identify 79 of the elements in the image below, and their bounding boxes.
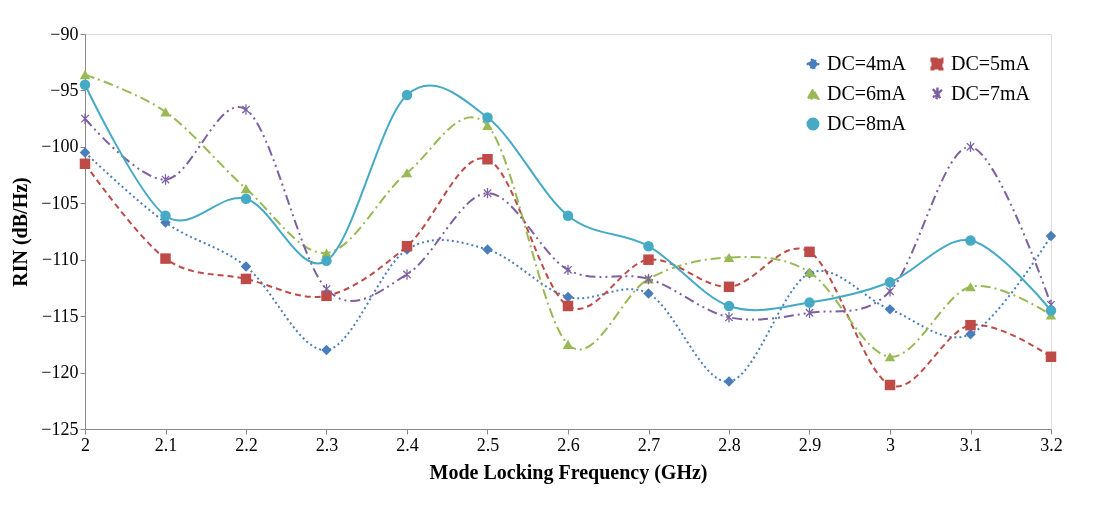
- point: [241, 104, 251, 115]
- point: [643, 240, 654, 252]
- point: [965, 235, 976, 246]
- legend-label: DC=8mA: [827, 112, 907, 134]
- point: [1045, 351, 1057, 363]
- x-tick-label: 2.5: [476, 434, 500, 455]
- x-tick-label: 3: [886, 434, 895, 455]
- x-tick-label: 2.3: [315, 434, 339, 455]
- point: [804, 246, 815, 258]
- point: [160, 210, 171, 221]
- point: [482, 244, 493, 255]
- x-tick-label: 2.9: [798, 434, 822, 455]
- point: [884, 277, 896, 288]
- point: [723, 300, 735, 312]
- x-axis-title: Mode Locking Frequency (GHz): [429, 460, 708, 484]
- point: [965, 282, 976, 292]
- point: [79, 70, 91, 80]
- point: [240, 261, 252, 272]
- point: [1045, 230, 1057, 242]
- y-tick-label: −120: [41, 362, 79, 383]
- point: [80, 113, 90, 124]
- x-tick-label: 3.2: [1040, 434, 1063, 455]
- point: [401, 240, 413, 252]
- y-tick-label: −90: [50, 23, 79, 44]
- point: [482, 112, 493, 123]
- point: [724, 312, 734, 323]
- point: [723, 281, 735, 293]
- point: [805, 307, 814, 318]
- y-tick-label: −100: [41, 136, 79, 157]
- point: [562, 300, 574, 312]
- point: [401, 168, 413, 178]
- y-tick-label: −110: [42, 249, 79, 270]
- point: [160, 253, 171, 264]
- x-tick-label: 2.8: [718, 434, 741, 455]
- point: [966, 141, 975, 153]
- point: [483, 187, 492, 199]
- x-tick-label: 2.7: [637, 434, 661, 455]
- y-tick-label: −95: [50, 79, 79, 100]
- point: [240, 184, 252, 194]
- legend-label: DC=7mA: [951, 82, 1031, 104]
- y-tick-label: −125: [41, 418, 79, 439]
- point: [965, 319, 976, 331]
- point: [79, 79, 91, 91]
- point: [321, 344, 332, 356]
- y-tick-label: −115: [42, 305, 79, 326]
- point: [563, 264, 573, 276]
- point: [79, 147, 91, 158]
- point: [643, 288, 654, 299]
- point: [482, 154, 493, 165]
- point: [643, 254, 654, 265]
- legend-label: DC=4mA: [827, 52, 907, 74]
- point: [884, 352, 896, 362]
- point: [321, 290, 332, 302]
- x-tick-label: 2.2: [235, 434, 258, 455]
- y-axis-title: RIN (dB/Hz): [9, 177, 33, 287]
- point: [804, 297, 815, 308]
- point: [160, 107, 171, 117]
- point: [562, 210, 574, 221]
- x-tick-label: 2: [81, 434, 90, 455]
- point: [723, 252, 735, 262]
- point: [240, 273, 252, 285]
- x-tick-label: 2.1: [154, 434, 178, 455]
- point: [1045, 305, 1057, 316]
- legend-label: DC=5mA: [951, 52, 1031, 74]
- point: [321, 255, 332, 267]
- point: [884, 304, 896, 315]
- x-tick-label: 2.6: [557, 434, 580, 455]
- point: [562, 339, 574, 349]
- x-tick-label: 3.1: [959, 434, 983, 455]
- x-tick-label: 2.4: [396, 434, 419, 455]
- point: [723, 376, 735, 387]
- point: [240, 193, 252, 205]
- y-tick-label: −105: [41, 192, 79, 213]
- point: [884, 379, 896, 391]
- point: [885, 286, 895, 297]
- point: [402, 269, 412, 280]
- legend-label: DC=6mA: [827, 82, 907, 104]
- point: [401, 89, 413, 101]
- point: [79, 158, 91, 170]
